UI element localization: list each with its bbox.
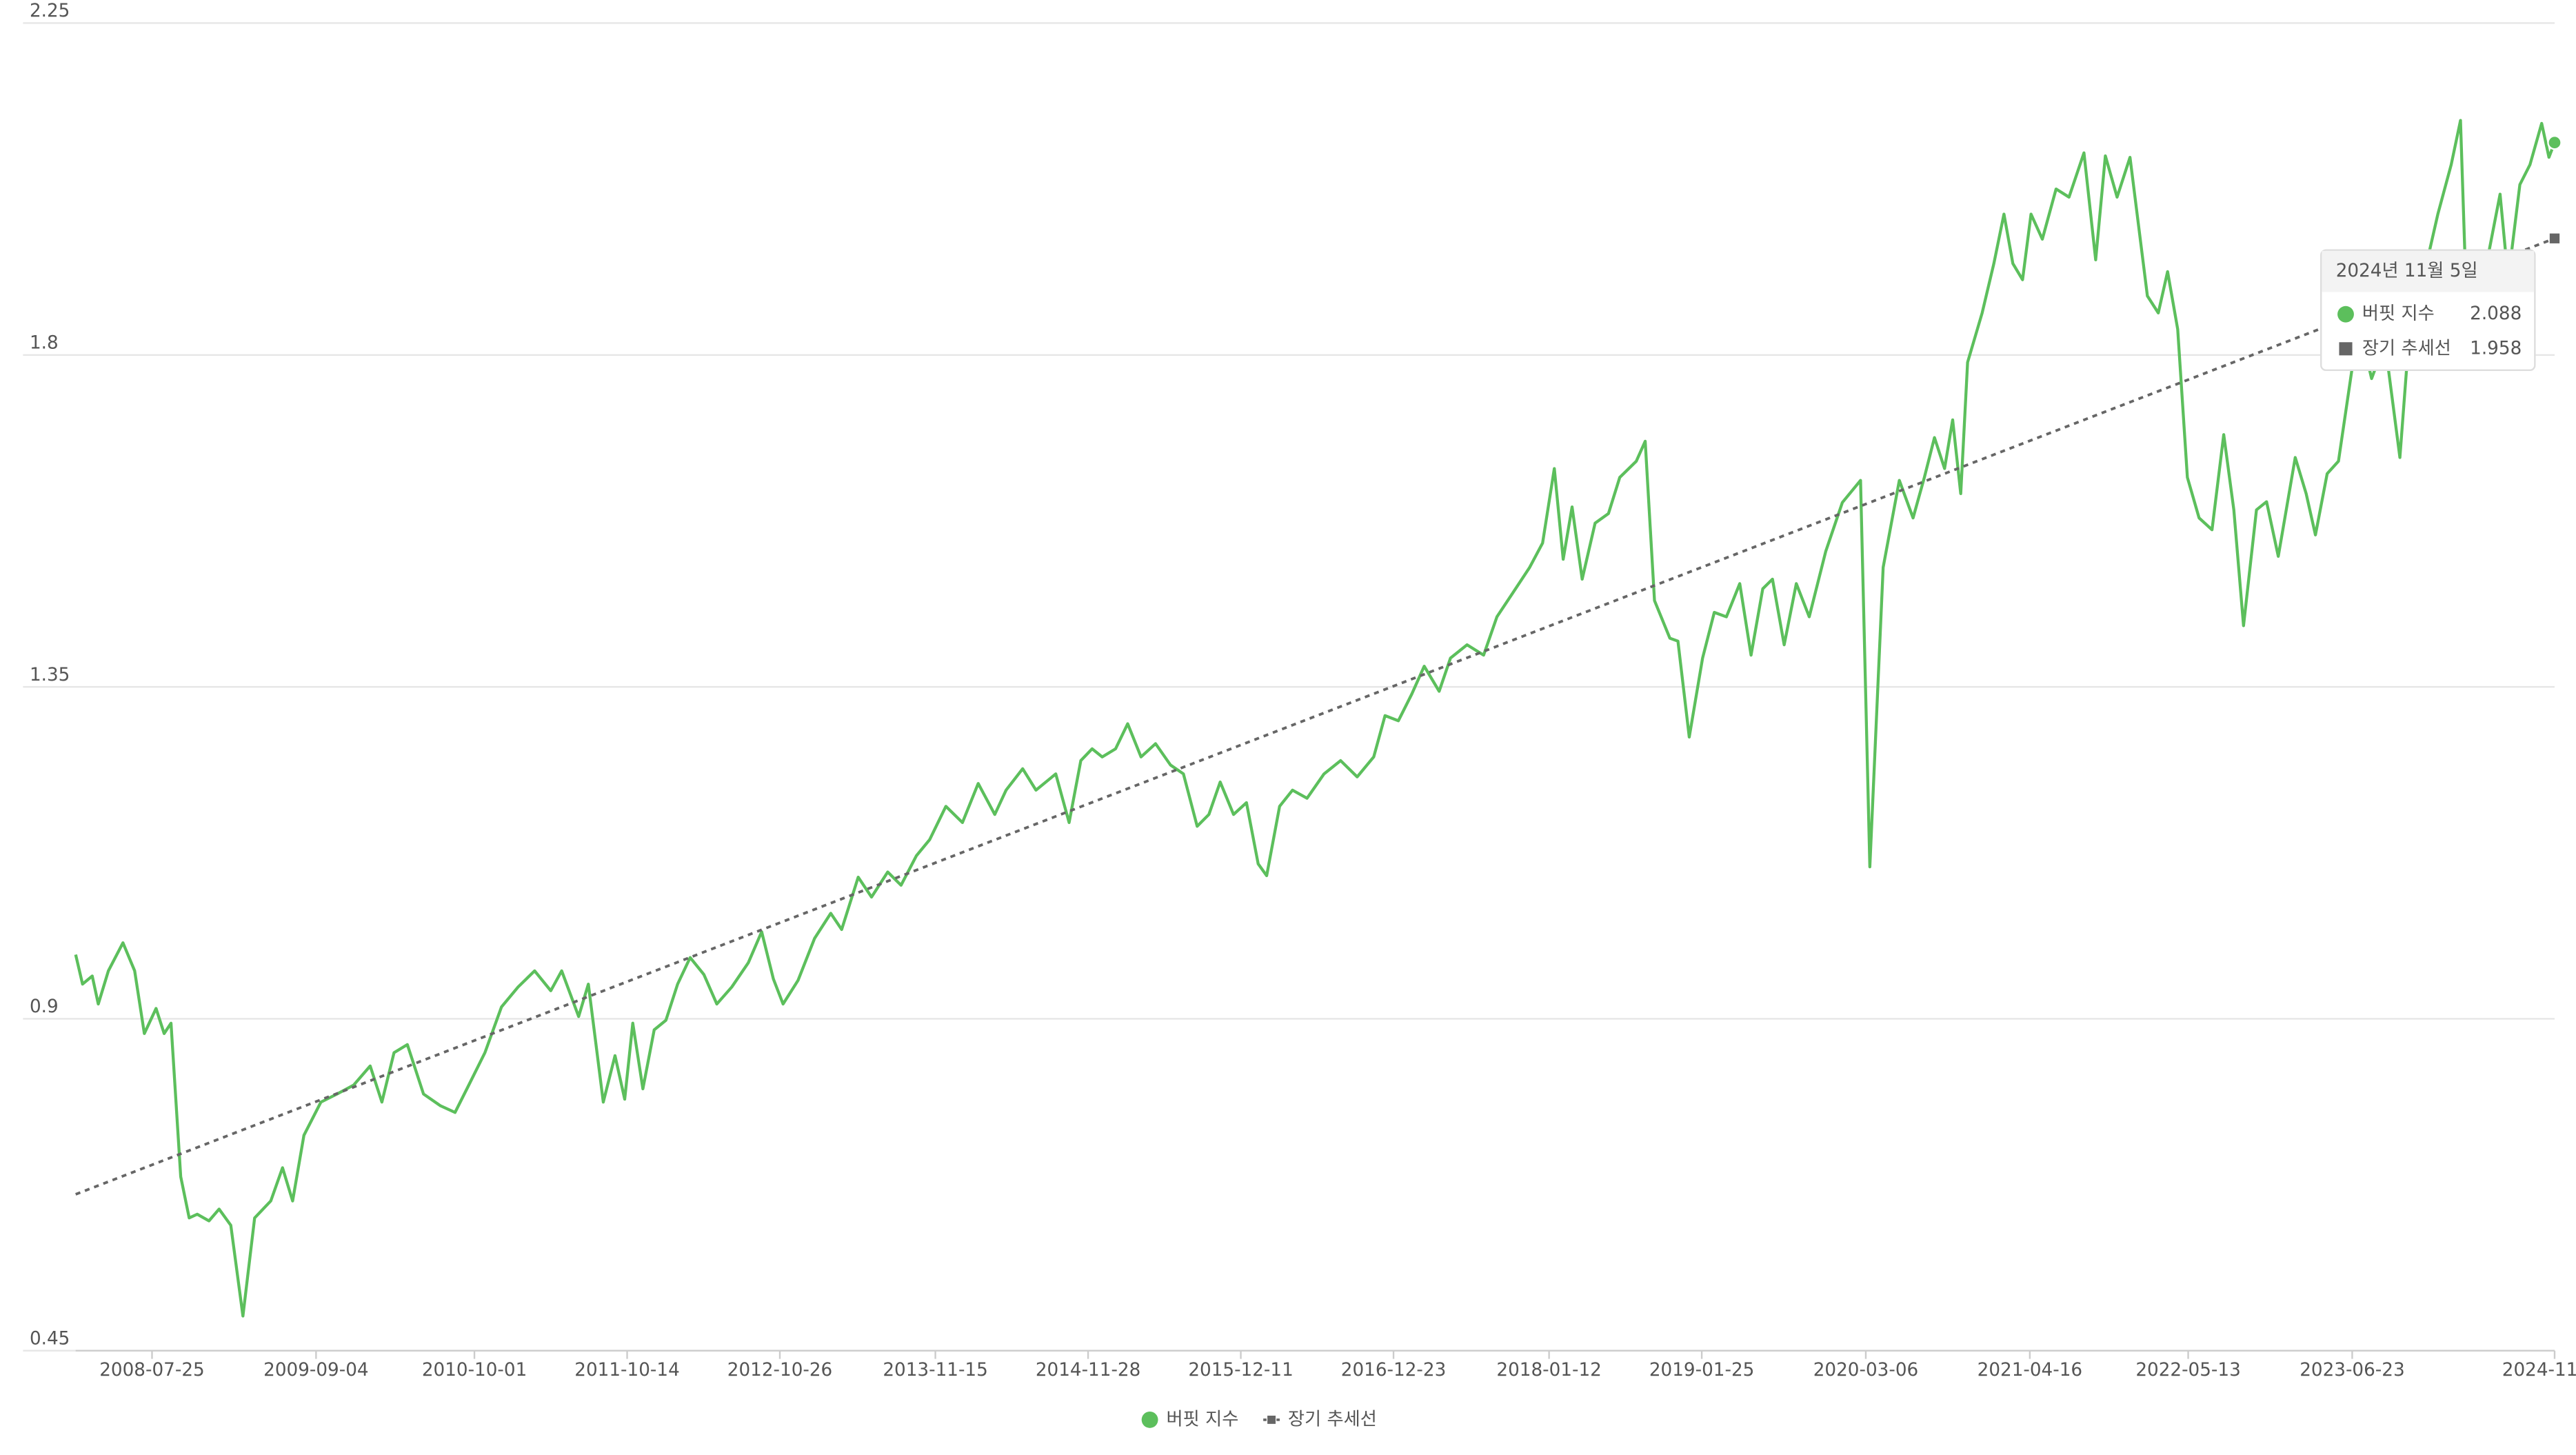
tooltip-series-name: 장기 추세선 bbox=[2362, 338, 2451, 359]
x-tick-label: 2008-07-25 bbox=[99, 1360, 204, 1381]
tooltip-value: 1.958 bbox=[2470, 338, 2522, 359]
x-tick-label: 2011-10-14 bbox=[574, 1360, 679, 1381]
tooltip-value: 2.088 bbox=[2470, 303, 2522, 324]
y-tick-label: 1.8 bbox=[30, 333, 59, 354]
x-tick-label: 2014-11-28 bbox=[1036, 1360, 1140, 1381]
hover-marker bbox=[2549, 233, 2560, 243]
x-tick-label: 2023-06-23 bbox=[2300, 1360, 2404, 1381]
x-tick-label: 2016-12-23 bbox=[1341, 1360, 1446, 1381]
legend-swatch bbox=[1267, 1415, 1276, 1424]
trend-line bbox=[75, 237, 2555, 1196]
tooltip-header bbox=[2322, 250, 2535, 292]
hover-marker bbox=[2547, 134, 2562, 150]
tooltip-swatch bbox=[2337, 305, 2354, 323]
x-tick-label: 2015-12-11 bbox=[1188, 1360, 1293, 1381]
series-line bbox=[74, 119, 2556, 1318]
x-tick-label: 2013-11-15 bbox=[883, 1360, 987, 1381]
legend-label: 버핏 지수 bbox=[1166, 1409, 1238, 1429]
tooltip-swatch bbox=[2339, 342, 2353, 356]
y-tick-label: 1.35 bbox=[30, 665, 70, 685]
x-tick-label: 2009-09-04 bbox=[263, 1360, 368, 1381]
x-tick-label: 2024-11-05 bbox=[2502, 1360, 2576, 1381]
tooltip-series-name: 버핏 지수 bbox=[2362, 303, 2435, 324]
x-tick-label: 2012-10-26 bbox=[727, 1360, 832, 1381]
x-tick-label: 2022-05-13 bbox=[2135, 1360, 2240, 1381]
x-tick-label: 2018-01-12 bbox=[1496, 1360, 1601, 1381]
y-tick-label: 0.9 bbox=[30, 996, 59, 1017]
x-tick-label: 2010-10-01 bbox=[422, 1360, 527, 1381]
legend-label: 장기 추세선 bbox=[1288, 1409, 1377, 1429]
x-tick-label: 2020-03-06 bbox=[1813, 1360, 1918, 1381]
x-tick-label: 2019-01-25 bbox=[1649, 1360, 1754, 1381]
y-tick-label: 2.25 bbox=[30, 1, 70, 21]
x-tick-label: 2021-04-16 bbox=[1978, 1360, 2082, 1381]
legend-swatch bbox=[1141, 1411, 1158, 1428]
y-tick-label: 0.45 bbox=[30, 1329, 70, 1349]
tooltip-title: 2024년 11월 5일 bbox=[2336, 261, 2478, 281]
